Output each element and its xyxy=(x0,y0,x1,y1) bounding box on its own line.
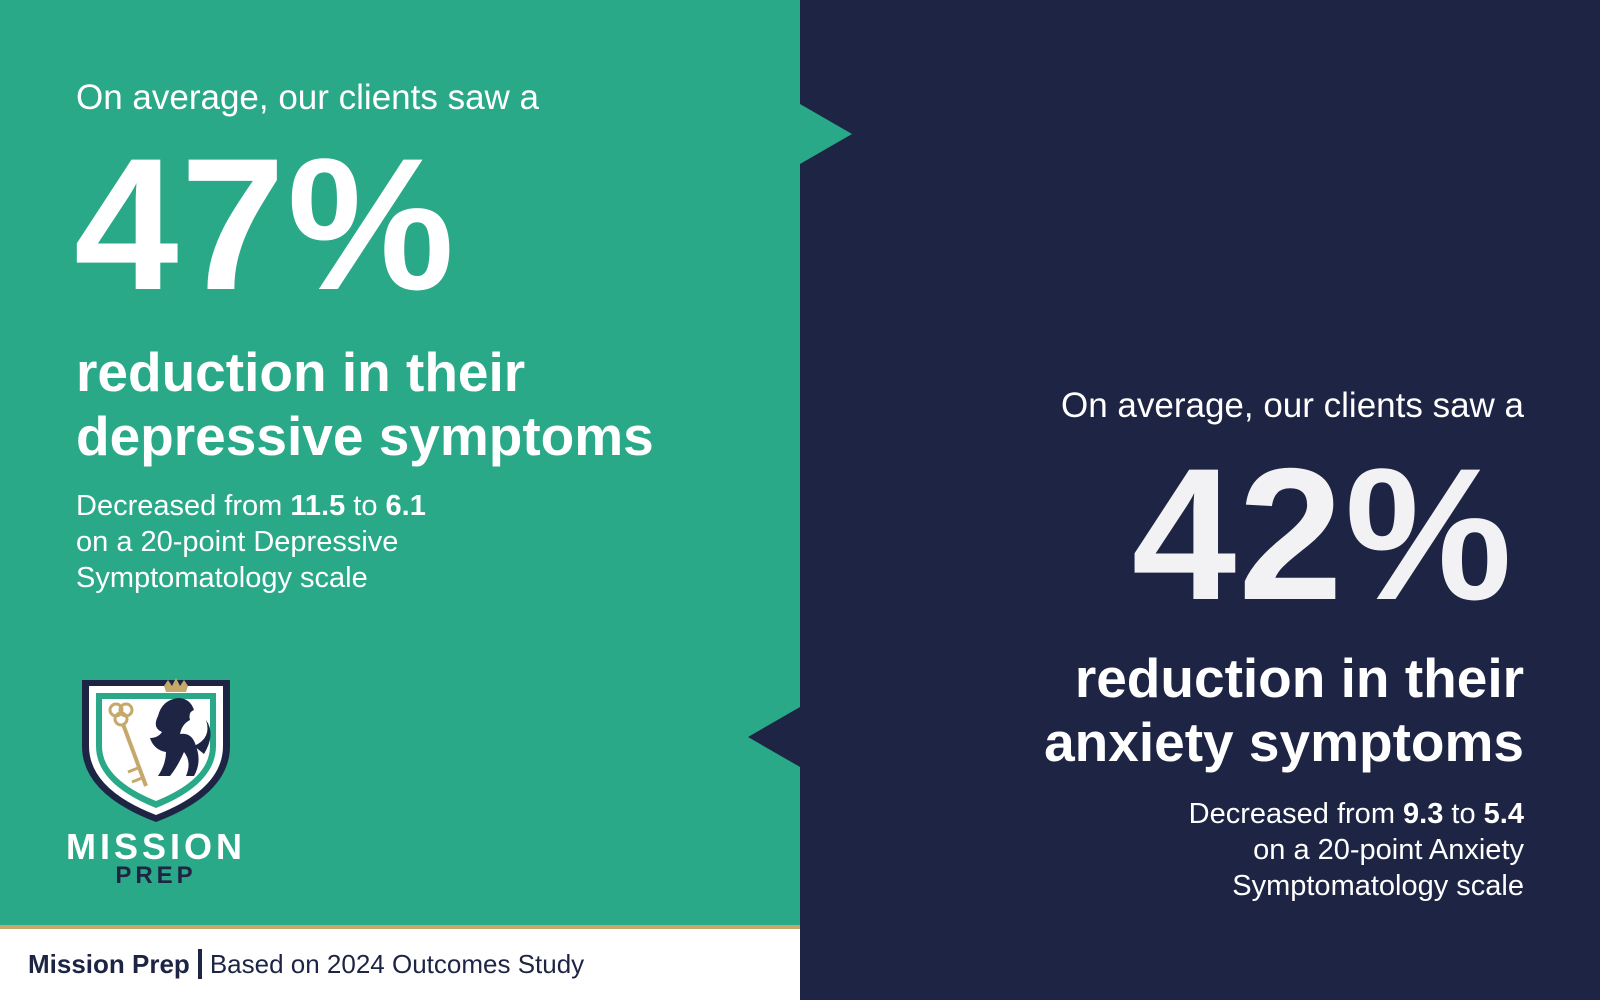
depression-to-word: to xyxy=(345,490,386,522)
depression-detail-prefix: Decreased from xyxy=(76,490,291,522)
logo-word-prep: PREP xyxy=(115,862,197,889)
anxiety-from-value: 9.3 xyxy=(1403,798,1444,830)
navy-pointer xyxy=(748,707,800,767)
depression-percent: 47% xyxy=(74,119,457,329)
footer-divider xyxy=(197,949,202,979)
anxiety-to-word: to xyxy=(1443,798,1484,830)
anxiety-detail-prefix: Decreased from xyxy=(1188,798,1404,830)
lion-key-shield-icon xyxy=(82,678,230,822)
depression-to-value: 6.1 xyxy=(385,490,426,522)
anxiety-headline-line2: anxiety symptoms xyxy=(1044,711,1524,773)
anxiety-detail-line2: on a 20-point Anxiety xyxy=(1253,834,1524,866)
anxiety-intro: On average, our clients saw a xyxy=(1060,386,1524,425)
anxiety-detail: Decreased from 9.3 to 5.4 on a 20-point … xyxy=(924,796,1524,904)
anxiety-to-value: 5.4 xyxy=(1483,798,1524,830)
depression-detail-line3: Symptomatology scale xyxy=(76,562,368,594)
anxiety-headline: reduction in their anxiety symptoms xyxy=(824,646,1524,774)
anxiety-panel xyxy=(800,0,1600,1000)
footer-brand: Mission Prep xyxy=(28,949,190,979)
depression-headline-line1: reduction in their xyxy=(76,341,526,403)
anxiety-headline-line1: reduction in their xyxy=(1074,647,1524,709)
green-pointer xyxy=(800,104,852,164)
footer-text: Mission Prep Based on 2024 Outcomes Study xyxy=(28,949,584,980)
anxiety-detail-line1: Decreased from 9.3 to 5.4 xyxy=(924,796,1524,832)
depression-headline: reduction in their depressive symptoms xyxy=(76,340,776,468)
depression-from-value: 11.5 xyxy=(290,490,346,522)
depression-intro: On average, our clients saw a xyxy=(76,78,540,117)
logo-word-mission: MISSION xyxy=(66,826,247,867)
footer-source: Based on 2024 Outcomes Study xyxy=(209,949,585,979)
depression-headline-line2: depressive symptoms xyxy=(76,405,654,467)
depression-detail: Decreased from 11.5 to 6.1 on a 20-point… xyxy=(76,488,676,596)
anxiety-percent: 42% xyxy=(1131,429,1514,639)
depression-detail-line1: Decreased from 11.5 to 6.1 xyxy=(76,488,676,524)
anxiety-detail-line3: Symptomatology scale xyxy=(1232,870,1524,902)
footer: Mission Prep Based on 2024 Outcomes Study xyxy=(0,925,800,1000)
mission-prep-logo xyxy=(66,676,246,886)
depression-detail-line2: on a 20-point Depressive xyxy=(76,526,399,558)
